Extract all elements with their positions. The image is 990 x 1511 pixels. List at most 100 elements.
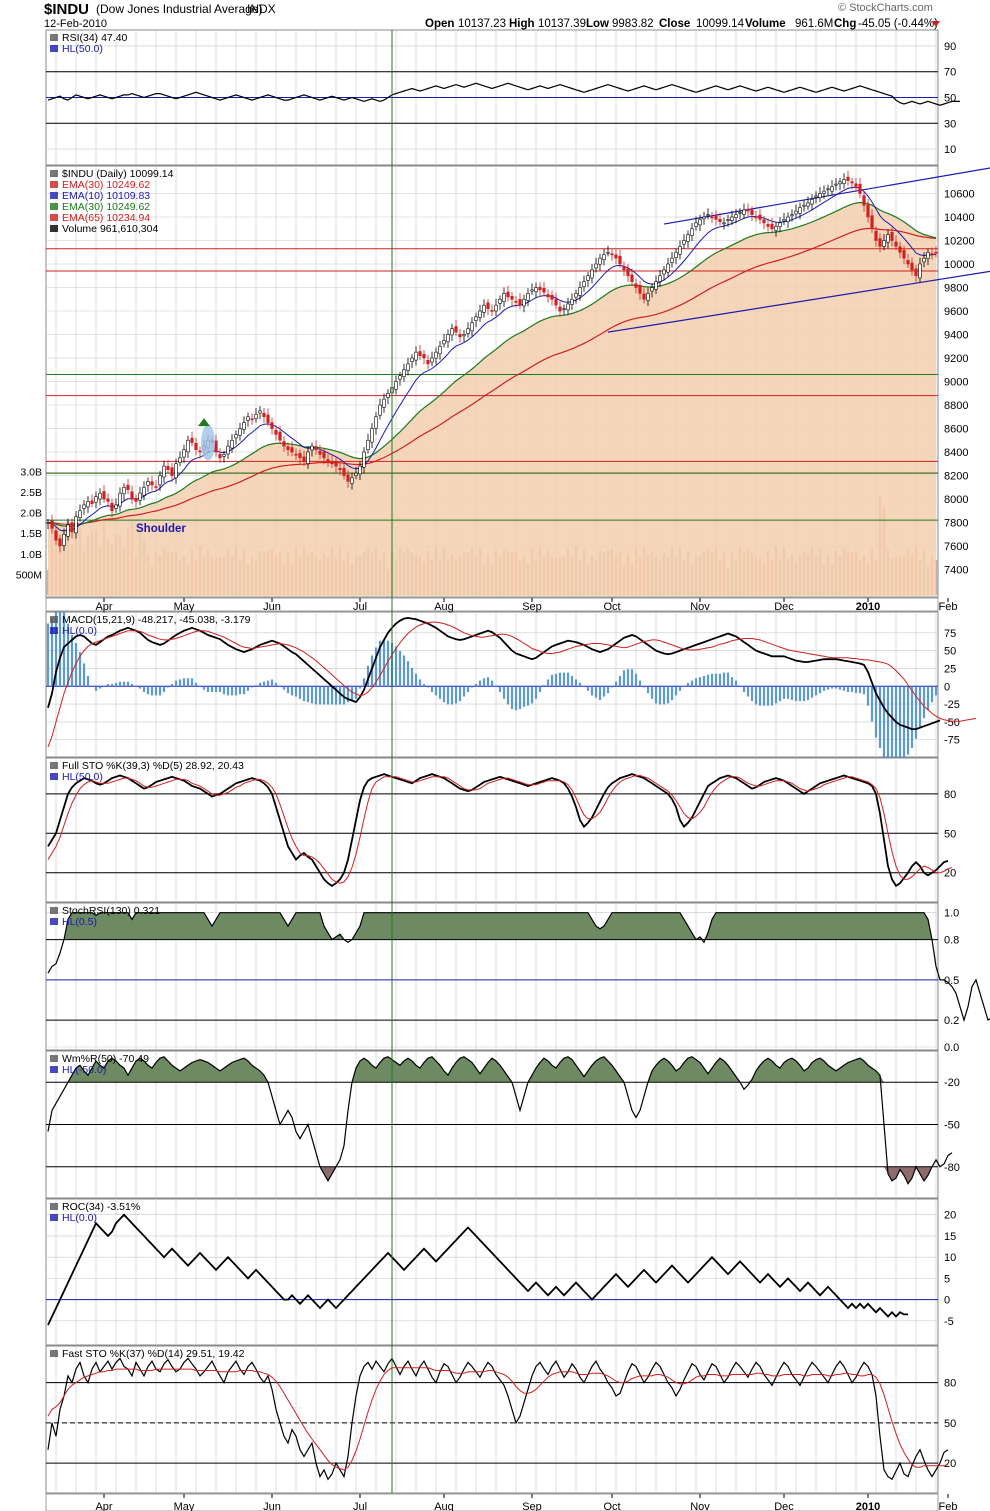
- x-tick-label: Jul: [353, 601, 367, 613]
- ema65-line: [47, 227, 937, 526]
- legend-swatch: [50, 1066, 58, 1073]
- candle-body: [110, 502, 114, 512]
- candle-body: [642, 293, 646, 300]
- y-tick-label: 75: [944, 628, 956, 640]
- macd-histogram-bar: [658, 686, 662, 705]
- candle-body: [526, 293, 530, 301]
- macd-histogram-bar: [798, 686, 802, 702]
- candle-body: [478, 310, 482, 318]
- candle-body: [698, 219, 702, 226]
- candle-body: [194, 442, 198, 450]
- candle-body: [94, 496, 98, 503]
- y-tick-label: 30: [944, 118, 956, 130]
- macd-histogram-bar: [162, 686, 166, 692]
- candle-body: [318, 450, 322, 455]
- candle-body: [46, 522, 50, 524]
- volume-tick-label: 1.5B: [20, 528, 42, 540]
- candle-body: [282, 441, 286, 447]
- candle-body: [382, 398, 386, 408]
- macd-histogram-bar: [566, 672, 570, 687]
- macd-histogram-bar: [406, 661, 410, 687]
- overbought-fill: [48, 912, 990, 940]
- macd-histogram-bar: [354, 686, 358, 699]
- macd-histogram-bar: [462, 686, 466, 697]
- macd-histogram-bar: [906, 686, 910, 755]
- macd-histogram-bar: [158, 686, 162, 696]
- macd-histogram-bar: [678, 686, 682, 691]
- macd-histogram-bar: [78, 652, 82, 687]
- candle-body: [398, 375, 402, 380]
- candle-body: [414, 351, 418, 361]
- candle-body: [714, 214, 718, 220]
- candle-body: [626, 268, 630, 277]
- macd-histogram-bar: [682, 686, 686, 687]
- macd-histogram-bar: [742, 686, 746, 692]
- macd-histogram-bar: [610, 686, 614, 688]
- macd-histogram-bar: [490, 680, 494, 687]
- macd-histogram-bar: [790, 686, 794, 700]
- candle-body: [710, 216, 714, 219]
- volume-tick-label: 1.0B: [20, 549, 42, 561]
- candle-body: [290, 447, 294, 453]
- candle-body: [598, 257, 602, 265]
- candle-body: [462, 334, 466, 337]
- legend-swatch: [50, 225, 58, 232]
- macd-histogram-bar: [598, 686, 602, 700]
- candle-body: [778, 222, 782, 227]
- panel-full_sto: 20 50 80 Full STO %K(39,3) %D(5) 28.92, 20.…: [45, 757, 956, 903]
- macd-histogram-bar: [518, 686, 522, 710]
- macd-histogram-bar: [746, 686, 750, 697]
- macd-histogram-bar: [366, 665, 370, 687]
- candle-body: [106, 498, 110, 502]
- candle-body: [930, 253, 934, 255]
- candle-body: [650, 287, 654, 292]
- macd-histogram-bar: [346, 686, 350, 703]
- macd-histogram-bar: [706, 674, 710, 687]
- candle-body: [126, 484, 130, 490]
- candle-body: [338, 468, 342, 470]
- macd-histogram-bar: [226, 686, 230, 696]
- macd-histogram-bar: [442, 686, 446, 703]
- candle-body: [858, 183, 862, 194]
- legend-swatch: [50, 214, 58, 221]
- candle-body: [738, 212, 742, 214]
- candle-body: [734, 214, 738, 218]
- candle-body: [758, 214, 762, 220]
- candle-body: [678, 246, 682, 255]
- macd-histogram-bar: [342, 686, 346, 705]
- legend-swatch: [50, 773, 58, 780]
- macd-histogram-bar: [758, 686, 762, 706]
- macd-histogram-bar: [426, 686, 430, 688]
- y-tick-label: -50: [944, 1120, 960, 1132]
- macd-histogram-bar: [262, 681, 266, 687]
- candle-body: [654, 281, 658, 290]
- panel-frame: [45, 1345, 939, 1494]
- candle-body: [726, 219, 730, 221]
- macd-histogram-bar: [54, 606, 58, 687]
- macd-histogram-bar: [94, 686, 98, 691]
- y-tick-label: 90: [944, 41, 956, 53]
- macd-histogram-bar: [154, 686, 158, 696]
- macd-histogram-bar: [326, 686, 330, 705]
- macd-histogram-bar: [570, 676, 574, 687]
- candle-body: [434, 351, 438, 359]
- macd-histogram-bar: [590, 686, 594, 696]
- macd-histogram-bar: [482, 678, 486, 687]
- x-tick-label: Nov: [690, 1501, 710, 1511]
- macd-histogram-bar: [434, 686, 438, 696]
- candle-body: [426, 360, 430, 365]
- candle-body: [482, 304, 486, 313]
- candle-body: [518, 299, 522, 306]
- candle-body: [74, 516, 78, 534]
- candle-body: [406, 363, 410, 371]
- candle-body: [182, 449, 186, 458]
- candle-body: [614, 254, 618, 259]
- candle-body: [806, 202, 810, 207]
- y-tick-label: 8600: [944, 424, 968, 436]
- macd-histogram-bar: [122, 681, 126, 687]
- x-axis-band: [45, 1493, 939, 1511]
- macd-histogram-bar: [730, 677, 734, 687]
- series-line-1: [47, 1367, 949, 1471]
- candle-body: [730, 216, 734, 221]
